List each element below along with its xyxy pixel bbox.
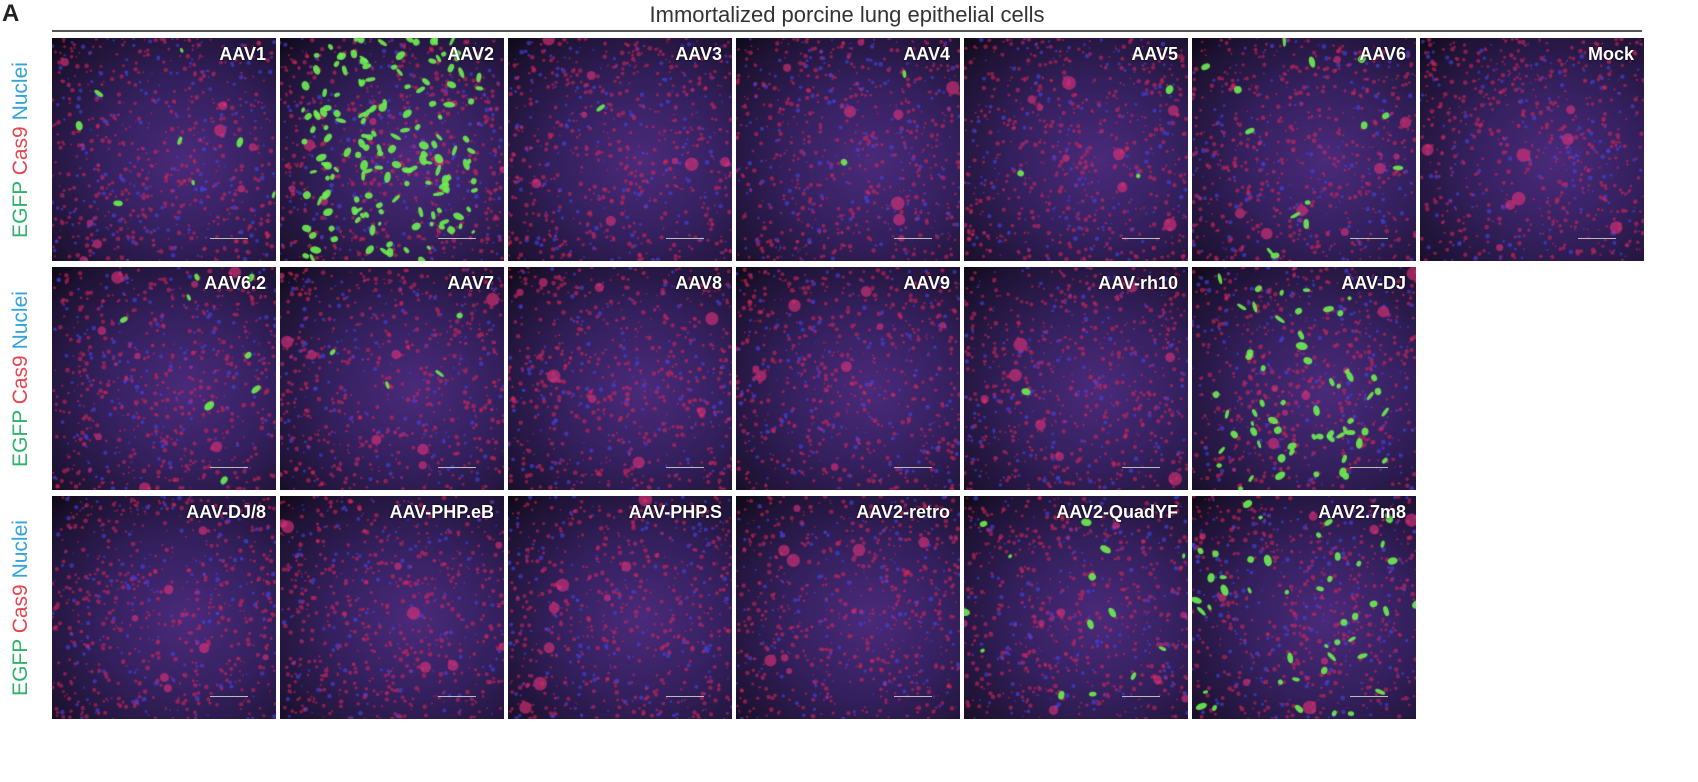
micrograph-panel: AAV8 [508,267,732,490]
serotype-label: AAV3 [675,44,722,64]
micrograph-image [964,38,1188,261]
serotype-label: AAV2 [447,44,494,64]
serotype-label: Mock [1587,44,1634,64]
micrograph-panel: AAV5 [964,38,1188,261]
micrograph-image [1192,38,1416,261]
serotype-label: AAV4 [903,44,950,64]
serotype-label: AAV5 [1131,44,1178,64]
micrograph-panel: AAV6.2 [52,267,276,490]
channel-cas9: Cas9 [9,125,32,175]
micrograph-panel: AAV3 [508,38,732,261]
channel-cas9: Cas9 [9,354,32,404]
micrograph-image [508,38,732,261]
channel-egfp: EGFP [9,638,32,696]
figure-title: Immortalized porcine lung epithelial cel… [649,2,1045,27]
micrograph-image [736,38,960,261]
micrograph-panel: AAV-DJ [1192,267,1416,490]
scale-bar [438,238,476,239]
serotype-label: AAV-DJ/8 [186,502,266,522]
serotype-label: AAV9 [903,273,950,293]
micrograph-image [1420,38,1644,261]
micrograph-image [964,267,1188,490]
micrograph-panel: AAV2-retro [736,496,960,719]
scale-bar [1350,238,1388,239]
scale-bar [894,238,932,239]
micrograph-panel: AAV1 [52,38,276,261]
micrograph-image [52,38,276,261]
channel-nuclei: Nuclei [9,61,32,120]
micrograph-image [280,496,504,719]
micrograph-image [280,38,504,261]
scale-bar [438,467,476,468]
serotype-label: AAV8 [675,273,722,293]
serotype-label: AAV7 [447,273,494,293]
row-channel-label: EGFP Cas9 Nuclei [6,38,36,261]
channel-cas9: Cas9 [9,583,32,633]
micrograph-panel: AAV7 [280,267,504,490]
micrograph-panel: AAV2 [280,38,504,261]
title-rule [52,30,1642,32]
scale-bar [1350,696,1388,697]
serotype-label: AAV2-retro [856,502,950,522]
micrograph-panel: AAV4 [736,38,960,261]
scale-bar [894,467,932,468]
micrograph-image [736,496,960,719]
row-channel-label: EGFP Cas9 Nuclei [6,496,36,719]
scale-bar [210,238,248,239]
micrograph-panel: AAV-rh10 [964,267,1188,490]
micrograph-panel: AAV9 [736,267,960,490]
micrograph-panel: Mock [1420,38,1644,261]
micrograph-image [52,496,276,719]
scale-bar [1122,696,1160,697]
micrograph-panel: AAV6 [1192,38,1416,261]
micrograph-image [964,496,1188,719]
serotype-label: AAV-rh10 [1098,273,1178,293]
channel-egfp: EGFP [9,409,32,467]
micrograph-image [1192,496,1416,719]
row-channel-label: EGFP Cas9 Nuclei [6,267,36,490]
scale-bar [666,467,704,468]
micrograph-image [1192,267,1416,490]
scale-bar [438,696,476,697]
channel-nuclei: Nuclei [9,290,32,349]
scale-bar [210,467,248,468]
micrograph-image [280,267,504,490]
scale-bar [1350,467,1388,468]
channel-nuclei: Nuclei [9,519,32,578]
serotype-label: AAV1 [219,44,266,64]
serotype-label: AAV-PHP.S [628,502,722,522]
micrograph-image [508,496,732,719]
serotype-label: AAV-PHP.eB [389,502,494,522]
scale-bar [1122,238,1160,239]
serotype-label: AAV-DJ [1341,273,1406,293]
scale-bar [1122,467,1160,468]
scale-bar [210,696,248,697]
scale-bar [1578,238,1616,239]
serotype-label: AAV2-QuadYF [1056,502,1178,522]
micrograph-panel: AAV2-QuadYF [964,496,1188,719]
channel-egfp: EGFP [9,180,32,238]
scale-bar [666,696,704,697]
micrograph-panel: AAV-PHP.S [508,496,732,719]
serotype-label: AAV2.7m8 [1318,502,1406,522]
micrograph-image [508,267,732,490]
micrograph-image [736,267,960,490]
micrograph-panel: AAV-PHP.eB [280,496,504,719]
panel-letter: A [2,0,20,27]
micrograph-image [52,267,276,490]
serotype-label: AAV6.2 [204,273,266,293]
scale-bar [666,238,704,239]
micrograph-panel: AAV-DJ/8 [52,496,276,719]
scale-bar [894,696,932,697]
micrograph-panel: AAV2.7m8 [1192,496,1416,719]
serotype-label: AAV6 [1359,44,1406,64]
